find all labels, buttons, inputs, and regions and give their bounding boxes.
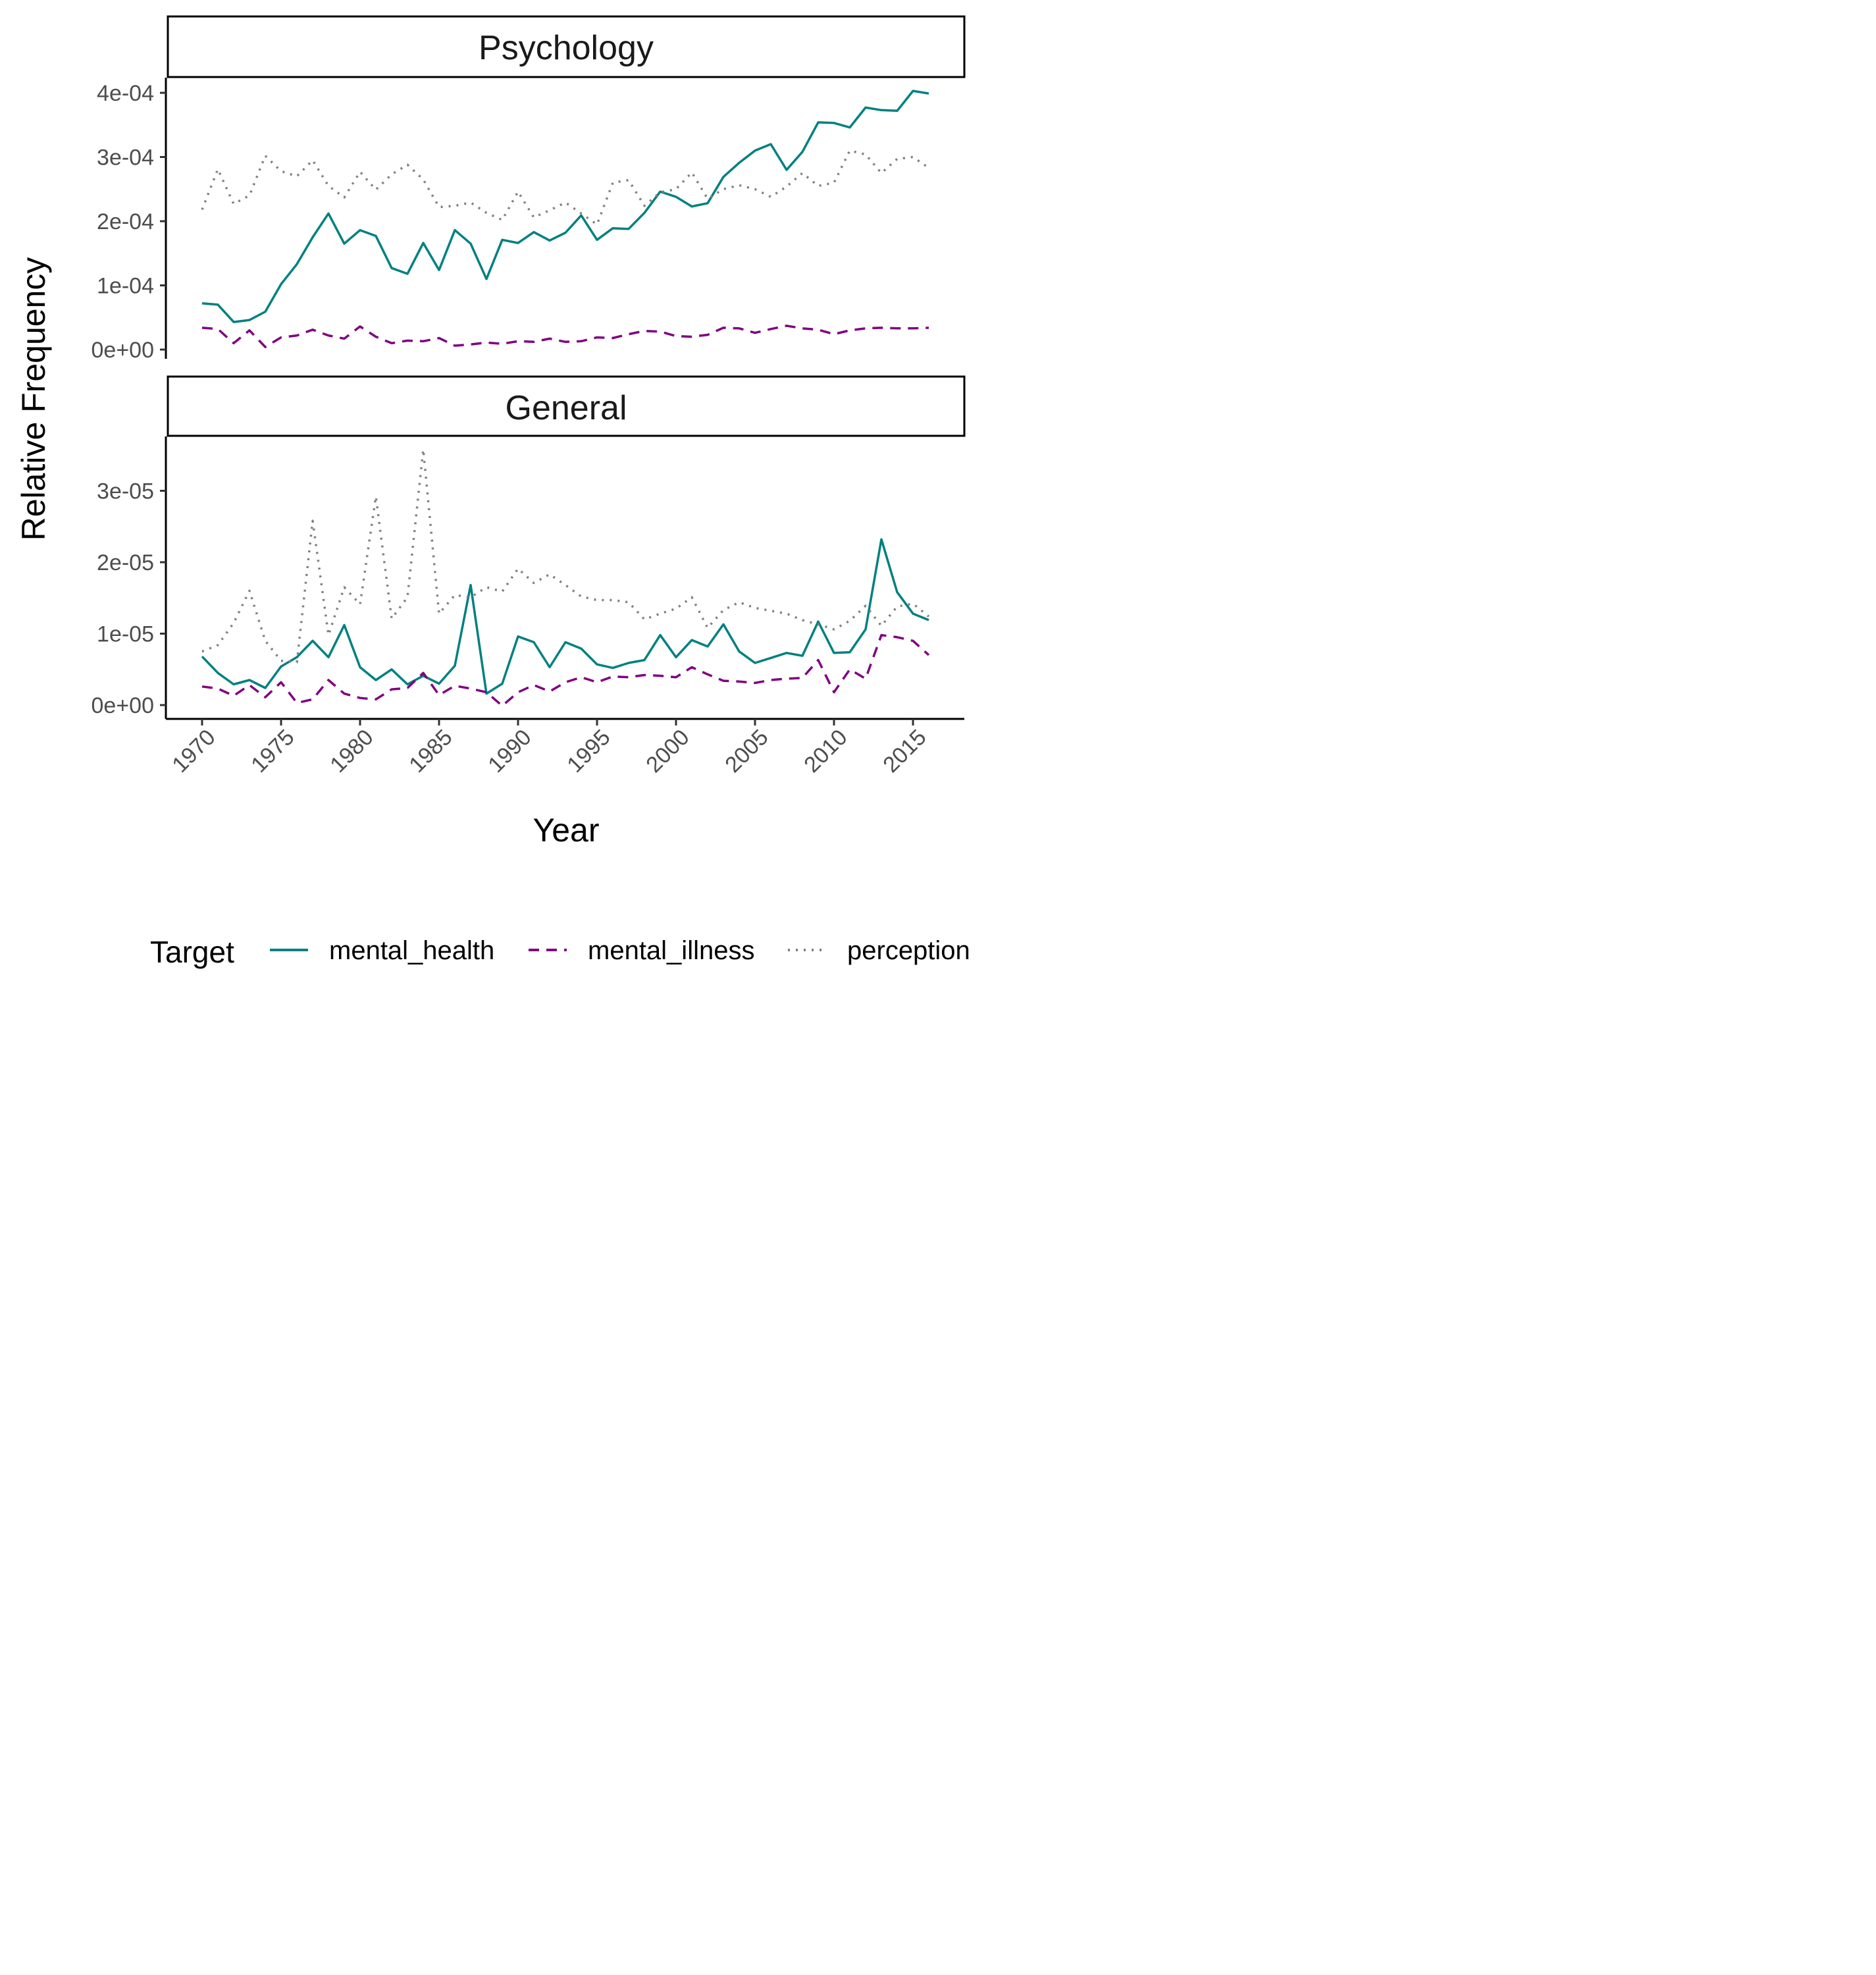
x-tick-label: 1975	[246, 725, 299, 777]
psychology-series-mental-illness	[201, 325, 929, 348]
strip-general	[167, 375, 966, 437]
strip-title-general: General	[506, 389, 627, 427]
legend-label-mental-illness: mental_illness	[588, 936, 754, 965]
x-tick-label: 1990	[483, 725, 536, 777]
strip-title-psychology: Psychology	[479, 29, 654, 67]
general-series-mental-illness	[201, 633, 930, 707]
x-tick-label: 1995	[562, 725, 615, 777]
general-series-perception	[201, 448, 930, 664]
general-y-tick-label: 3e-05	[97, 479, 154, 504]
legend: Target mental_health mental_illness percep…	[150, 935, 970, 969]
y-axis-title: Relative Frequency	[15, 257, 52, 541]
general-series-mental-health	[201, 538, 929, 695]
general-y-tick-label: 1e-05	[97, 622, 154, 647]
general-y-tick-label: 0e+00	[91, 693, 155, 718]
general-y-ticks: 0e+00 1e-05 2e-05 3e-05	[91, 479, 166, 718]
psychology-series-mental-health	[201, 90, 929, 323]
psychology-y-tick-label: 0e+00	[91, 338, 155, 363]
x-tick-label: 2015	[878, 725, 931, 777]
general-y-tick-label: 2e-05	[97, 550, 154, 575]
psychology-y-tick-label: 2e-04	[97, 209, 154, 234]
legend-label-mental-health: mental_health	[329, 936, 494, 965]
legend-title: Target	[150, 935, 234, 969]
psychology-y-tick-label: 1e-04	[97, 274, 154, 299]
legend-items: mental_health mental_illness perception	[270, 936, 970, 965]
panel-psychology: Psychology 0e+00 1e-04 2e-04 3e-04 4e-04	[91, 15, 966, 363]
general-lines	[201, 448, 930, 707]
x-axis-title: Year	[533, 812, 599, 849]
x-tick-label: 2010	[799, 725, 852, 777]
psychology-lines	[201, 90, 929, 348]
x-tick-label: 1970	[167, 725, 220, 777]
x-tick-label: 2000	[641, 725, 694, 777]
x-tick-label: 1980	[325, 725, 378, 777]
psychology-y-tick-label: 3e-04	[97, 145, 154, 171]
x-tick-label: 2005	[720, 725, 773, 777]
panel-general: General 0e+00 1e-05 2e-05 3e-05 1970 1975 198…	[91, 375, 966, 777]
x-tick-label: 1985	[404, 725, 457, 777]
psychology-series-perception	[201, 149, 929, 226]
psychology-y-tick-label: 4e-04	[97, 81, 154, 106]
x-ticks: 1970 1975 1980 1985 1990 1995 2000 2005 2010 2015	[167, 719, 931, 777]
strip-psychology	[167, 15, 966, 78]
chart: Psychology 0e+00 1e-04 2e-04 3e-04 4e-04 Gen…	[15, 15, 970, 969]
psychology-y-ticks: 0e+00 1e-04 2e-04 3e-04 4e-04	[91, 81, 166, 363]
legend-label-perception: perception	[847, 936, 970, 965]
